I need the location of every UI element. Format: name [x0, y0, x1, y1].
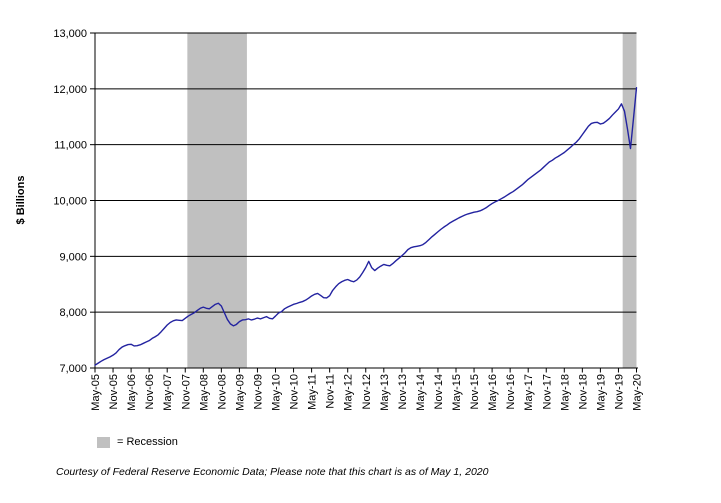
- x-tick-label: Nov-18: [577, 374, 589, 409]
- y-tick-label: 13,000: [53, 28, 87, 40]
- footnote: Courtesy of Federal Reserve Economic Dat…: [56, 466, 489, 478]
- y-axis-title: $ Billions: [15, 175, 27, 225]
- x-tick-label: Nov-19: [613, 374, 625, 409]
- x-tick-label: May-13: [379, 374, 391, 411]
- x-tick-label: May-05: [90, 374, 102, 411]
- y-tick-label: 7,000: [59, 363, 87, 375]
- x-tick-label: May-20: [632, 374, 644, 411]
- x-tick-label: Nov-08: [216, 374, 228, 409]
- x-tick-label: May-15: [451, 374, 463, 411]
- x-tick-label: Nov-12: [361, 374, 373, 409]
- recession-swatch: [97, 436, 110, 448]
- x-tick-label: May-08: [198, 374, 210, 411]
- y-tick-label: 10,000: [53, 196, 87, 208]
- y-tick-label: 12,000: [53, 84, 87, 96]
- legend-label: = Recession: [117, 436, 178, 448]
- x-tick-label: Nov-06: [144, 374, 156, 409]
- x-tick-label: Nov-14: [433, 374, 445, 409]
- x-tick-label: May-19: [595, 374, 607, 411]
- x-tick-label: Nov-17: [541, 374, 553, 409]
- x-tick-label: Nov-11: [325, 374, 337, 409]
- x-tick-label: May-18: [559, 374, 571, 411]
- x-tick-label: May-12: [343, 374, 355, 411]
- x-tick-label: May-16: [487, 374, 499, 411]
- x-tick-label: May-07: [162, 374, 174, 411]
- x-tick-label: May-06: [126, 374, 138, 411]
- x-tick-label: May-11: [307, 374, 319, 410]
- x-tick-label: Nov-05: [108, 374, 120, 409]
- data-line: [94, 87, 638, 366]
- x-tick-label: Nov-10: [289, 374, 301, 409]
- y-tick-label: 11,000: [54, 140, 87, 152]
- x-tick-label: May-10: [271, 374, 283, 411]
- x-tick-label: May-14: [415, 374, 427, 411]
- x-tick-label: Nov-13: [397, 374, 409, 409]
- x-tick-label: May-17: [523, 374, 535, 411]
- x-tick-label: Nov-07: [180, 374, 192, 409]
- y-tick-label: 8,000: [59, 307, 87, 319]
- x-tick-label: May-09: [234, 374, 246, 411]
- x-tick-label: Nov-16: [505, 374, 517, 409]
- legend: = Recession: [97, 436, 178, 448]
- y-tick-label: 9,000: [59, 251, 87, 263]
- x-tick-label: Nov-15: [469, 374, 481, 409]
- x-tick-label: Nov-09: [252, 374, 264, 409]
